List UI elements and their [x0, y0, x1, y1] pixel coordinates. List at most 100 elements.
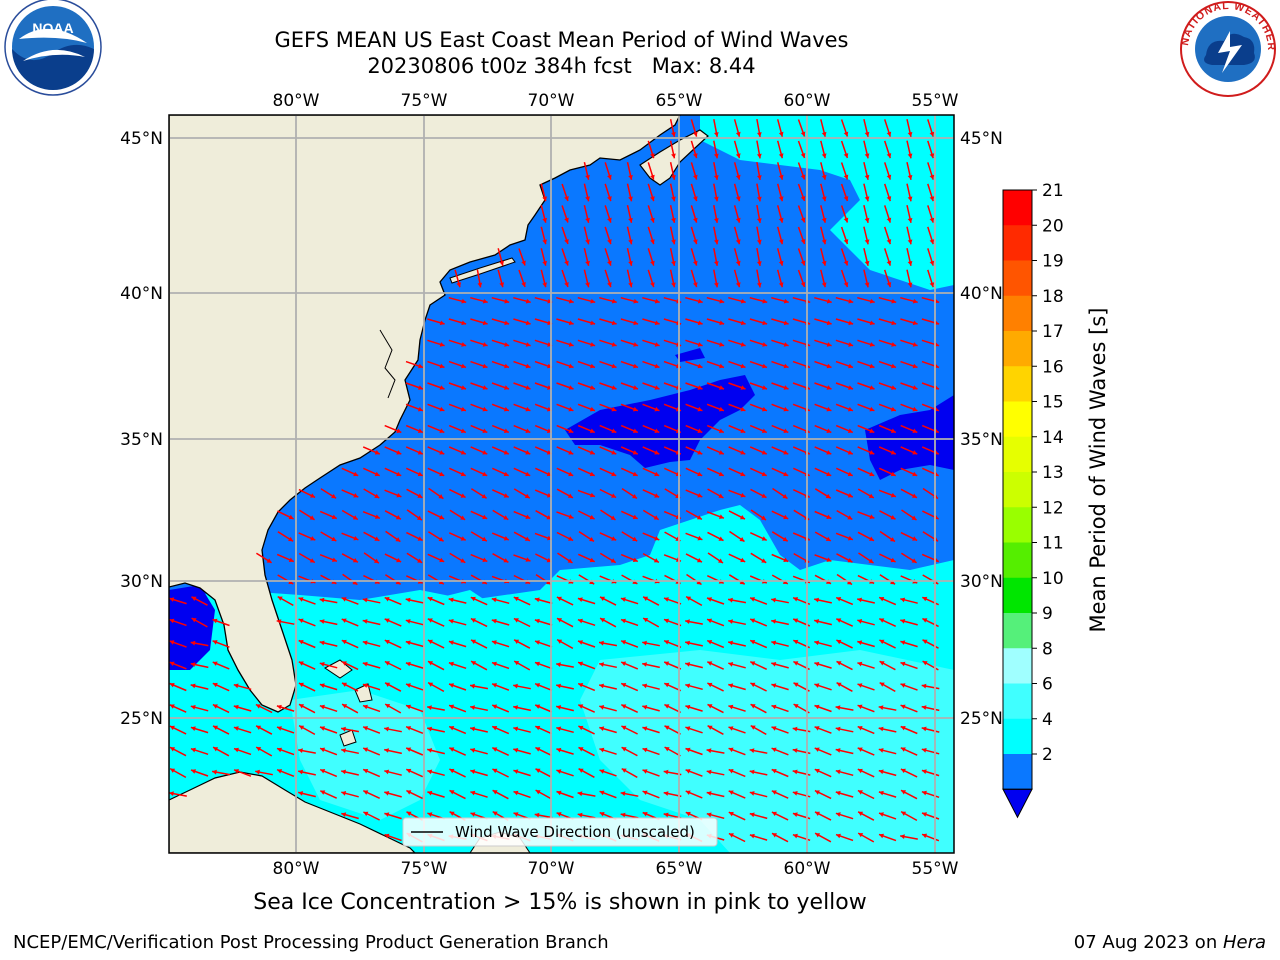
wind-wave-arrowhead: [607, 174, 612, 180]
wind-wave-arrowhead: [384, 618, 390, 623]
wind-wave-arrowhead: [169, 791, 174, 796]
wind-wave-arrowhead: [761, 428, 767, 433]
wind-wave-arrowhead: [298, 748, 303, 753]
wind-wave-arrowhead: [362, 597, 368, 603]
wind-wave-arrowhead: [642, 640, 647, 646]
wind-wave-arrowhead: [719, 363, 724, 369]
wind-wave-arrowhead: [470, 618, 476, 623]
colorbar: 21 20 19 18 17 16 15 14 13 12 11 10 9 8 6 4 2: [1002, 181, 1064, 819]
wind-wave-arrowhead: [374, 514, 380, 519]
wind-wave-arrowhead: [632, 450, 638, 455]
wind-wave-arrowhead: [912, 342, 918, 347]
wind-wave-arrowhead: [642, 683, 648, 689]
wind-wave-arrowhead: [771, 726, 777, 731]
wind-wave-arrowhead: [878, 726, 884, 732]
wind-wave-arrowhead: [513, 726, 519, 732]
wind-wave-arrowhead: [783, 406, 789, 412]
wind-wave-arrowhead: [633, 385, 638, 390]
footer-date: 07 Aug 2023 on Hera: [1074, 932, 1266, 953]
wind-wave-arrowhead: [363, 790, 369, 795]
wind-wave-arrowhead: [740, 298, 746, 304]
wind-wave-arrowhead: [621, 640, 626, 645]
wind-wave-arrowhead: [438, 579, 444, 585]
wind-wave-arrowhead: [255, 704, 261, 709]
wind-wave-arrowhead: [821, 174, 827, 180]
wind-wave-arrowhead: [654, 428, 660, 433]
wind-wave-arrowhead: [611, 320, 617, 326]
wind-wave-arrowhead: [922, 596, 928, 602]
wind-wave-arrowhead: [169, 704, 175, 709]
wind-wave-arrowhead: [782, 536, 788, 542]
lon-label: 60°W: [784, 91, 831, 111]
wind-wave-arrowhead: [471, 639, 476, 644]
wind-wave-arrowhead: [900, 704, 906, 709]
wind-wave-arrowhead: [857, 790, 863, 795]
wind-wave-arrowhead: [847, 471, 853, 477]
wind-wave-arrowhead: [590, 492, 595, 498]
wind-wave-arrowhead: [482, 428, 488, 433]
wind-wave-arrowhead: [879, 833, 884, 839]
wind-wave-arrowhead: [535, 725, 541, 731]
land-bahamas: [354, 683, 373, 703]
wind-wave-arrowhead: [470, 726, 475, 732]
wind-wave-arrowhead: [735, 239, 741, 245]
wind-wave-arrowhead: [621, 618, 626, 624]
colorbar-segment: [1003, 295, 1032, 332]
wind-wave-arrowhead: [212, 769, 217, 775]
wind-wave-arrowhead: [900, 726, 906, 731]
wind-wave-arrowhead: [524, 493, 530, 499]
colorbar-extend-arrow: [1002, 788, 1033, 819]
wind-wave-arrowhead: [814, 768, 820, 774]
wind-wave-arrowhead: [869, 298, 875, 304]
wind-wave-arrowhead: [492, 704, 498, 709]
wind-wave-arrowhead: [190, 705, 196, 710]
wind-wave-arrowhead: [750, 725, 756, 730]
wind-wave-arrowhead: [374, 471, 380, 477]
wind-wave-arrowhead: [542, 239, 547, 245]
wind-wave-arrowhead: [233, 726, 239, 731]
lon-label: 80°W: [273, 859, 320, 879]
lon-label: 55°W: [912, 859, 959, 879]
map-area: [169, 115, 954, 853]
wind-wave-arrowhead: [735, 217, 741, 223]
wind-wave-arrowhead: [642, 812, 648, 817]
wind-wave-arrowhead: [891, 298, 897, 304]
wind-wave-arrowhead: [599, 705, 605, 710]
wind-wave-arrowhead: [761, 536, 767, 541]
wind-wave-arrowhead: [642, 726, 648, 731]
wind-wave-arrowhead: [697, 558, 702, 563]
wind-wave-arrowhead: [589, 471, 595, 477]
wind-wave-arrowhead: [707, 661, 713, 666]
wind-wave-arrowhead: [890, 579, 896, 585]
wind-wave-arrowhead: [814, 597, 819, 603]
wind-wave-arrowhead: [611, 493, 617, 498]
colorbar-tick-label: 10: [1042, 569, 1064, 589]
wind-wave-arrowhead: [568, 536, 574, 541]
wind-wave-arrowhead: [843, 196, 849, 201]
wind-wave-arrowhead: [826, 514, 832, 519]
wind-wave-arrowhead: [556, 662, 561, 667]
wind-wave-arrowhead: [353, 536, 359, 541]
wind-wave-arrowhead: [671, 196, 676, 202]
lon-label: 70°W: [528, 859, 575, 879]
wind-wave-arrowhead: [685, 726, 691, 731]
wind-wave-arrowhead: [406, 790, 412, 795]
wind-wave-arrowhead: [771, 683, 777, 688]
wind-wave-arrowhead: [621, 704, 627, 709]
map-legend: Wind Wave Direction (unscaled): [402, 817, 718, 847]
wind-wave-arrowhead: [320, 790, 326, 795]
wind-wave-arrowhead: [170, 747, 175, 752]
wind-wave-arrowhead: [650, 260, 655, 266]
wind-wave-arrowhead: [234, 747, 239, 753]
wind-wave-arrowhead: [503, 536, 509, 541]
wind-wave-arrowhead: [385, 682, 391, 687]
wind-wave-arrowhead: [417, 428, 423, 433]
wind-wave-arrowhead: [719, 385, 724, 390]
wind-wave-arrowhead: [735, 260, 741, 266]
chart-subtitle: 20230806 t00z 384h fcst Max: 8.44: [367, 54, 756, 78]
wind-wave-arrowhead: [621, 683, 627, 688]
wind-wave-arrowhead: [504, 385, 509, 390]
wind-wave-arrowhead: [735, 174, 741, 180]
wind-wave-arrowhead: [590, 363, 595, 369]
wind-wave-arrowhead: [757, 282, 762, 288]
